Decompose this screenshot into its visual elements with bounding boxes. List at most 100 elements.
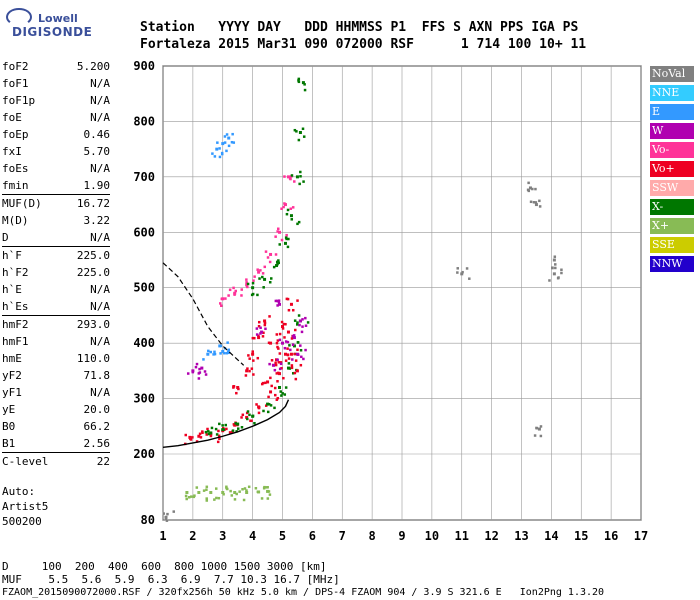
data-point: [285, 297, 289, 301]
param-row: fxI 5.70: [2, 143, 110, 160]
data-point: [539, 434, 543, 438]
data-point: [283, 352, 287, 356]
data-point: [190, 495, 193, 498]
data-point: [207, 432, 211, 436]
data-point: [270, 277, 273, 280]
param-row: h`F2 225.0: [2, 264, 110, 281]
data-point: [230, 140, 234, 144]
data-point: [218, 155, 222, 159]
param-row: foF1p N/A: [2, 92, 110, 109]
data-point: [221, 142, 225, 146]
data-point: [253, 336, 256, 340]
data-point: [220, 151, 224, 155]
data-point: [281, 341, 284, 345]
data-point: [205, 488, 208, 491]
muf-scale-line: MUF 5.5 5.6 5.9 6.3 6.9 7.7 10.3 16.7 [M…: [2, 573, 340, 586]
data-point: [224, 297, 227, 300]
y-tick-label: 200: [133, 447, 155, 461]
param-name: hmF1: [2, 335, 29, 348]
data-point: [263, 265, 267, 269]
param-row: B0 66.2: [2, 418, 110, 435]
autoscaling-software: Artist5: [2, 500, 49, 513]
data-point: [246, 367, 249, 370]
data-point: [295, 175, 299, 179]
data-point: [248, 369, 251, 373]
param-name: yF2: [2, 369, 22, 382]
data-point: [251, 336, 255, 340]
data-point: [252, 373, 255, 376]
data-point: [220, 297, 224, 301]
data-point: [277, 261, 280, 265]
param-value: 225.0: [76, 266, 110, 279]
param-value: 71.8: [83, 369, 111, 382]
data-point: [269, 376, 272, 380]
data-point: [286, 340, 290, 344]
param-row: h`F 225.0: [2, 247, 110, 264]
direction-legend: NoVal NNE E W Vo- Vo+ SSW X- X+ SSE NNW: [650, 66, 694, 275]
param-value: 1.90: [83, 179, 111, 192]
data-point: [539, 425, 543, 428]
x-tick-label: 11: [455, 529, 469, 543]
data-point: [197, 372, 201, 375]
y-tick-label: 900: [133, 59, 155, 73]
data-point: [258, 277, 261, 280]
data-point: [221, 349, 225, 353]
data-point: [283, 175, 286, 178]
data-point: [296, 348, 299, 352]
data-point: [209, 350, 213, 354]
param-value: N/A: [90, 335, 110, 348]
data-point: [554, 263, 557, 266]
param-row: foEp 0.46: [2, 126, 110, 143]
data-point: [266, 489, 270, 493]
data-point: [215, 496, 218, 500]
data-point: [247, 485, 251, 489]
data-point: [300, 355, 303, 359]
legend-item: X+: [650, 218, 694, 234]
data-point: [201, 431, 204, 434]
param-name: foEs: [2, 162, 29, 175]
data-point: [275, 264, 279, 268]
data-point: [284, 322, 287, 326]
data-point: [552, 258, 556, 262]
param-name: fmin: [2, 179, 29, 192]
param-row: MUF(D) 16.72: [2, 195, 110, 212]
data-point: [274, 393, 277, 397]
param-value: 5.200: [76, 60, 110, 73]
data-point: [468, 277, 471, 280]
data-point: [291, 206, 295, 209]
data-point: [286, 245, 290, 249]
param-name: foF1p: [2, 94, 36, 107]
data-point: [213, 352, 217, 356]
data-point: [273, 386, 277, 390]
param-name: C-level: [2, 455, 49, 468]
x-tick-label: 15: [574, 529, 588, 543]
data-point: [206, 352, 210, 356]
data-point: [297, 220, 301, 224]
data-point: [209, 434, 213, 438]
data-point: [299, 170, 302, 174]
data-point: [293, 319, 297, 322]
param-value: 3.22: [83, 214, 111, 227]
data-point: [184, 433, 188, 437]
param-row: foF1 N/A: [2, 75, 110, 92]
data-point: [289, 352, 293, 356]
data-point: [294, 359, 298, 362]
data-point: [294, 377, 298, 381]
data-point: [227, 294, 230, 297]
data-point: [266, 380, 270, 384]
data-point: [277, 259, 280, 262]
data-point: [299, 363, 303, 367]
data-point: [287, 362, 291, 365]
param-name: yE: [2, 403, 16, 416]
data-point: [272, 265, 276, 269]
data-point: [263, 319, 267, 323]
data-point: [228, 288, 232, 292]
data-point: [209, 431, 213, 435]
param-row: yE 20.0: [2, 401, 110, 418]
data-point: [289, 348, 292, 352]
data-point: [278, 332, 282, 336]
data-point: [460, 272, 464, 276]
data-point: [215, 433, 219, 436]
data-point: [240, 294, 243, 297]
